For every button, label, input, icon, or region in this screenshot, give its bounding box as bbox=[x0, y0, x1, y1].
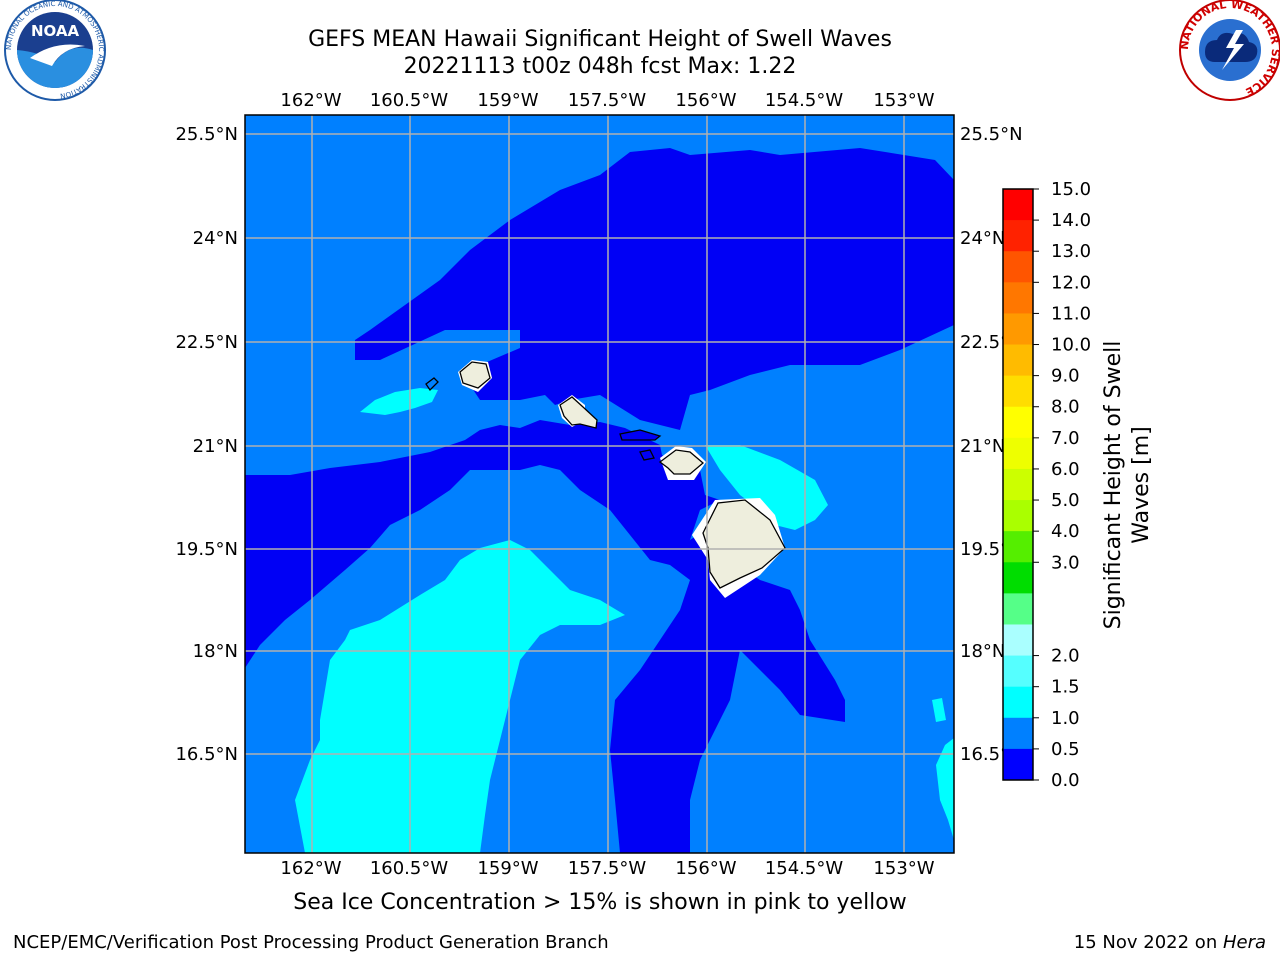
colorbar-tick-label: 0.5 bbox=[1051, 739, 1080, 760]
colorbar-swatch bbox=[1003, 220, 1033, 252]
colorbar: 15.0 14.0 13.0 12.0 11.0 10.0 9.0 8.0 7.0 6.0 5.0 4… bbox=[1002, 179, 1091, 791]
island-oahu bbox=[558, 395, 598, 429]
colorbar-swatch bbox=[1003, 593, 1033, 625]
colorbar-swatch bbox=[1003, 375, 1033, 408]
colorbar-tick-label: 8.0 bbox=[1051, 397, 1080, 418]
colorbar-tick-label: 5.0 bbox=[1051, 490, 1080, 511]
island-maui bbox=[658, 446, 706, 480]
lon-tick-bottom-6: 153°W bbox=[873, 858, 934, 879]
lat-tick-right-1: 24°N bbox=[960, 228, 1005, 249]
lat-tick-left-6: 16.5°N bbox=[175, 744, 238, 765]
colorbar-tick-label: 2.0 bbox=[1051, 646, 1080, 667]
colorbar-swatch bbox=[1003, 406, 1033, 439]
colorbar-swatch bbox=[1003, 717, 1033, 750]
colorbar-frame bbox=[1002, 188, 1034, 781]
lon-tick-top-6: 153°W bbox=[873, 90, 934, 111]
colorbar-swatch bbox=[1003, 686, 1033, 719]
colorbar-tick-label: 6.0 bbox=[1051, 459, 1080, 480]
colorbar-swatch bbox=[1003, 437, 1033, 470]
islands bbox=[425, 360, 786, 598]
lon-tick-bottom-1: 160.5°W bbox=[370, 858, 449, 879]
lat-tick-right-3: 21°N bbox=[960, 436, 1005, 457]
colorbar-swatch bbox=[1003, 251, 1033, 283]
nws-logo: NATIONAL WEATHER SERVICE bbox=[1178, 0, 1280, 101]
colorbar-swatch bbox=[1003, 468, 1033, 501]
colorbar-tick-label: 1.5 bbox=[1051, 677, 1080, 698]
colorbar-label: Significant Height of Swell Waves [m] bbox=[1101, 340, 1154, 630]
lon-tick-bottom-0: 162°W bbox=[280, 858, 341, 879]
colorbar-tick-label: 15.0 bbox=[1051, 179, 1091, 200]
colorbar-tick-label: 12.0 bbox=[1051, 272, 1091, 293]
lon-tick-top-4: 156°W bbox=[675, 90, 736, 111]
footer-branch: NCEP/EMC/Verification Post Processing Pr… bbox=[13, 932, 609, 953]
island-molokai-lanai bbox=[619, 429, 662, 461]
colorbar-tick-label: 1.0 bbox=[1051, 708, 1080, 729]
colorbar-tick-label: 13.0 bbox=[1051, 241, 1091, 262]
lon-tick-top-5: 154.5°W bbox=[765, 90, 844, 111]
colorbar-swatch bbox=[1003, 282, 1033, 314]
graticule bbox=[245, 115, 954, 853]
figure-title: GEFS MEAN Hawaii Significant Height of S… bbox=[308, 27, 892, 52]
lon-tick-top-2: 159°W bbox=[477, 90, 538, 111]
colorbar-swatch bbox=[1003, 189, 1033, 221]
colorbar-tick-label: 9.0 bbox=[1051, 366, 1080, 387]
map-frame bbox=[244, 114, 955, 854]
figure-subtitle: 20221113 t00z 048h fcst Max: 1.22 bbox=[403, 54, 797, 79]
lat-tick-left-4: 19.5°N bbox=[175, 539, 238, 560]
swell-height-field bbox=[245, 115, 954, 853]
footer-date: 15 Nov 2022 on Hera bbox=[1074, 932, 1266, 953]
noaa-logo: NATIONAL OCEANIC AND ATMOSPHERIC ADMINIS… bbox=[4, 0, 106, 101]
lon-tick-bottom-5: 154.5°W bbox=[765, 858, 844, 879]
lat-tick-left-5: 18°N bbox=[193, 641, 238, 662]
colorbar-tick-label: 7.0 bbox=[1051, 428, 1080, 449]
colorbar-tick-label: 14.0 bbox=[1051, 210, 1091, 231]
lat-tick-left-3: 21°N bbox=[193, 436, 238, 457]
lon-tick-bottom-4: 156°W bbox=[675, 858, 736, 879]
lon-tick-bottom-3: 157.5°W bbox=[568, 858, 647, 879]
colorbar-swatch bbox=[1003, 313, 1033, 346]
colorbar-tick-label: 3.0 bbox=[1051, 552, 1080, 573]
lon-tick-top-3: 157.5°W bbox=[568, 90, 647, 111]
colorbar-swatch bbox=[1003, 624, 1033, 657]
colorbar-swatch bbox=[1003, 748, 1033, 781]
lat-tick-right-5: 18°N bbox=[960, 641, 1005, 662]
lat-tick-left-2: 22.5°N bbox=[175, 332, 238, 353]
colorbar-tick-label: 10.0 bbox=[1051, 335, 1091, 356]
colorbar-swatch bbox=[1003, 655, 1033, 688]
colorbar-swatch bbox=[1003, 500, 1033, 532]
colorbar-swatch bbox=[1003, 531, 1033, 563]
lat-tick-right-0: 25.5°N bbox=[960, 124, 1023, 145]
lon-tick-top-1: 160.5°W bbox=[370, 90, 449, 111]
lat-tick-left-0: 25.5°N bbox=[175, 124, 238, 145]
colorbar-swatch bbox=[1003, 344, 1033, 377]
colorbar-tick-label: 0.0 bbox=[1051, 770, 1080, 791]
lon-tick-bottom-2: 159°W bbox=[477, 858, 538, 879]
colorbar-swatch bbox=[1003, 562, 1033, 594]
noaa-logo-text: NOAA bbox=[31, 22, 80, 40]
footer-date-text: 15 Nov 2022 on bbox=[1073, 932, 1223, 953]
colorbar-tick-label: 4.0 bbox=[1051, 521, 1080, 542]
island-hawaii bbox=[692, 498, 786, 598]
footer-host: Hera bbox=[1222, 932, 1266, 953]
island-kauai bbox=[425, 360, 492, 392]
colorbar-tick-label: 11.0 bbox=[1051, 303, 1091, 324]
sea-ice-note: Sea Ice Concentration > 15% is shown in … bbox=[293, 890, 907, 915]
lat-tick-left-1: 24°N bbox=[193, 228, 238, 249]
lon-tick-top-0: 162°W bbox=[280, 90, 341, 111]
